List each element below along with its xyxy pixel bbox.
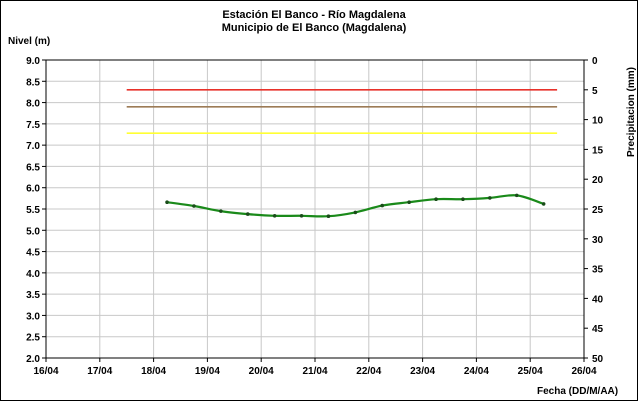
chart-title: Estación El Banco - Río Magdalena xyxy=(222,9,406,21)
y-tick-label: 5.5 xyxy=(26,205,40,216)
level-data-point xyxy=(326,214,331,219)
x-tick-label: 21/04 xyxy=(302,366,327,377)
level-data-point xyxy=(299,214,304,218)
y-tick-label: 5.0 xyxy=(26,226,40,237)
y2-tick-label: 0 xyxy=(592,56,598,67)
y-tick-label: 3.0 xyxy=(26,311,40,322)
y-tick-label: 7.5 xyxy=(26,120,40,131)
level-data-point xyxy=(165,200,169,204)
y-tick-label: 3.5 xyxy=(26,290,40,301)
x-tick-label: 19/04 xyxy=(195,366,220,377)
y2-tick-label: 40 xyxy=(592,294,604,305)
y2-tick-label: 15 xyxy=(592,145,604,156)
x-tick-label: 18/04 xyxy=(141,366,166,377)
x-tick-label: 20/04 xyxy=(249,366,274,377)
y-tick-label: 2.0 xyxy=(26,354,40,365)
x-tick-label: 16/04 xyxy=(33,366,58,377)
level-data-point xyxy=(434,197,438,202)
x-axis-label: Fecha (DD/M/AA) xyxy=(537,386,618,397)
y2-tick-label: 35 xyxy=(592,265,604,276)
y-tick-label: 6.0 xyxy=(26,184,40,195)
level-data-point xyxy=(219,209,223,213)
plot-area xyxy=(45,59,585,359)
y2-tick-label: 50 xyxy=(592,354,604,365)
x-tick-label: 17/04 xyxy=(87,366,112,377)
level-data-point xyxy=(514,193,519,198)
y2-tick-label: 25 xyxy=(592,205,604,216)
y-tick-label: 6.5 xyxy=(26,162,40,173)
chart-subtitle: Municipio de El Banco (Magdalena) xyxy=(222,22,407,34)
y2-axis-label: Precipitacion (mm) xyxy=(626,67,637,157)
level-data-point xyxy=(272,214,277,218)
level-data-point xyxy=(488,196,492,200)
y-axis-label: Nivel (m) xyxy=(8,36,50,47)
y2-tick-label: 45 xyxy=(592,324,604,335)
y2-tick-label: 30 xyxy=(592,235,604,246)
x-tick-label: 23/04 xyxy=(410,366,435,377)
level-data-point xyxy=(353,210,358,215)
level-data-point xyxy=(407,200,411,204)
level-data-point xyxy=(541,202,546,206)
y2-tick-label: 20 xyxy=(592,175,604,186)
y-tick-label: 8.5 xyxy=(26,77,40,88)
y2-tick-label: 10 xyxy=(592,116,604,127)
level-data-point xyxy=(245,212,250,216)
level-data-point xyxy=(461,197,465,202)
level-data-point xyxy=(380,203,385,208)
y-tick-label: 9.0 xyxy=(26,56,40,67)
x-tick-label: 22/04 xyxy=(356,366,381,377)
x-tick-label: 26/04 xyxy=(571,366,596,377)
y2-tick-label: 5 xyxy=(592,86,598,97)
x-tick-label: 25/04 xyxy=(518,366,543,377)
y-tick-label: 7.0 xyxy=(26,141,40,152)
y-tick-label: 4.5 xyxy=(26,248,40,259)
level-data-point xyxy=(192,204,196,208)
y-tick-label: 4.0 xyxy=(26,269,40,280)
x-tick-label: 24/04 xyxy=(464,366,489,377)
y-tick-label: 2.5 xyxy=(26,333,40,344)
y-tick-label: 8.0 xyxy=(26,99,40,110)
